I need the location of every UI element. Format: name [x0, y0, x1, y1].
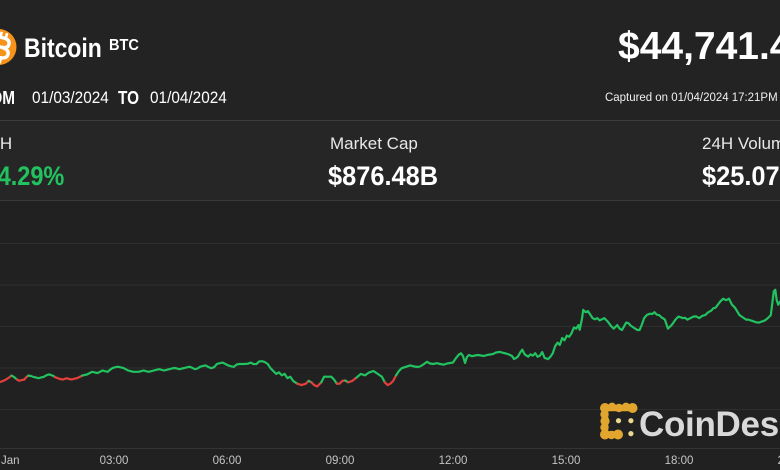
svg-text:15:00: 15:00: [552, 455, 581, 467]
svg-text:06:00: 06:00: [213, 455, 242, 467]
svg-text:Jan: Jan: [1, 455, 20, 467]
svg-text:09:00: 09:00: [326, 455, 355, 467]
svg-text:21:00: 21:00: [778, 455, 780, 467]
svg-text:03:00: 03:00: [100, 455, 129, 467]
svg-text:12:00: 12:00: [439, 455, 468, 467]
svg-text:18:00: 18:00: [665, 455, 694, 467]
